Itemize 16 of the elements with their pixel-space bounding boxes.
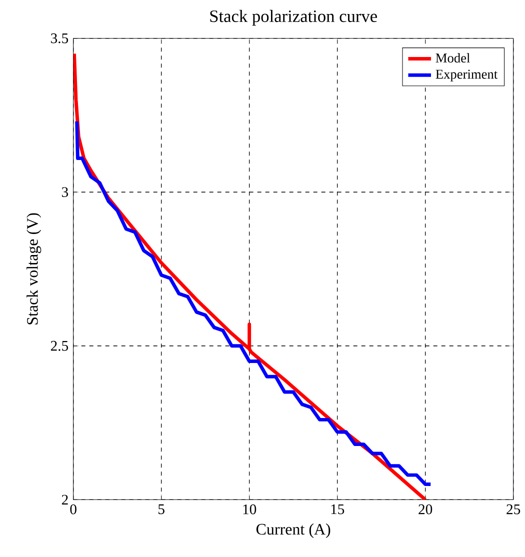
y-tick-label: 2 xyxy=(62,494,68,505)
x-axis-title: Current (A) xyxy=(256,523,330,538)
x-tick-label: 10 xyxy=(243,504,256,514)
x-tick-label: 0 xyxy=(70,504,76,514)
y-tick-label: 3 xyxy=(62,187,68,198)
chart-title: Stack polarization curve xyxy=(210,10,377,26)
x-tick-label: 25 xyxy=(506,504,520,514)
x-tick-label: 20 xyxy=(418,504,432,514)
y-tick-label: 3.5 xyxy=(51,33,68,44)
legend-label: Experiment xyxy=(436,70,498,82)
x-tick-label: 5 xyxy=(158,504,164,514)
x-tick-label: 15 xyxy=(331,504,344,514)
y-axis-title: Stack voltage (V) xyxy=(26,213,42,324)
y-tick-label: 2.5 xyxy=(50,340,68,351)
line-series xyxy=(75,120,432,486)
legend-label: Model xyxy=(436,53,470,63)
